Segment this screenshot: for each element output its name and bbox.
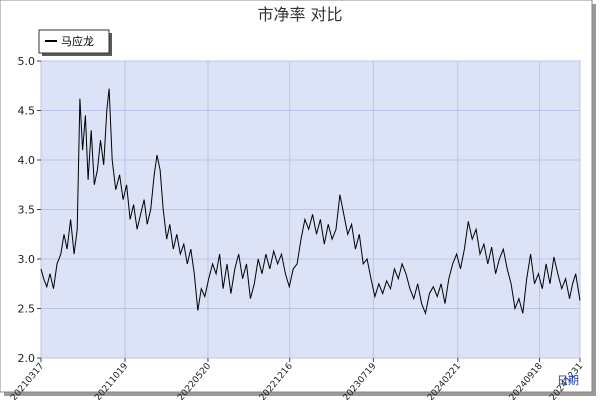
y-tick-label: 3.0 (18, 253, 36, 266)
y-tick-label: 2.5 (18, 303, 36, 316)
grid-lines (40, 60, 581, 359)
y-tick-label: 3.5 (18, 204, 36, 217)
x-axis-label: 日期 (557, 374, 579, 387)
y-tick-label: 2.0 (18, 352, 36, 365)
y-tick-label: 5.0 (18, 55, 36, 68)
chart-title: 市净率 对比 (257, 5, 342, 24)
series-line-mayinglong (40, 88, 581, 316)
y-tick-label: 4.0 (18, 154, 36, 167)
legend-label: 马应龙 (61, 34, 94, 48)
y-tick-label: 4.5 (18, 105, 36, 118)
legend-box (38, 29, 110, 54)
y-axis-ticks: 2.0 2.5 3.0 3.5 4.0 4.5 5.0 (18, 55, 41, 365)
legend[interactable]: 马应龙 (38, 29, 112, 56)
